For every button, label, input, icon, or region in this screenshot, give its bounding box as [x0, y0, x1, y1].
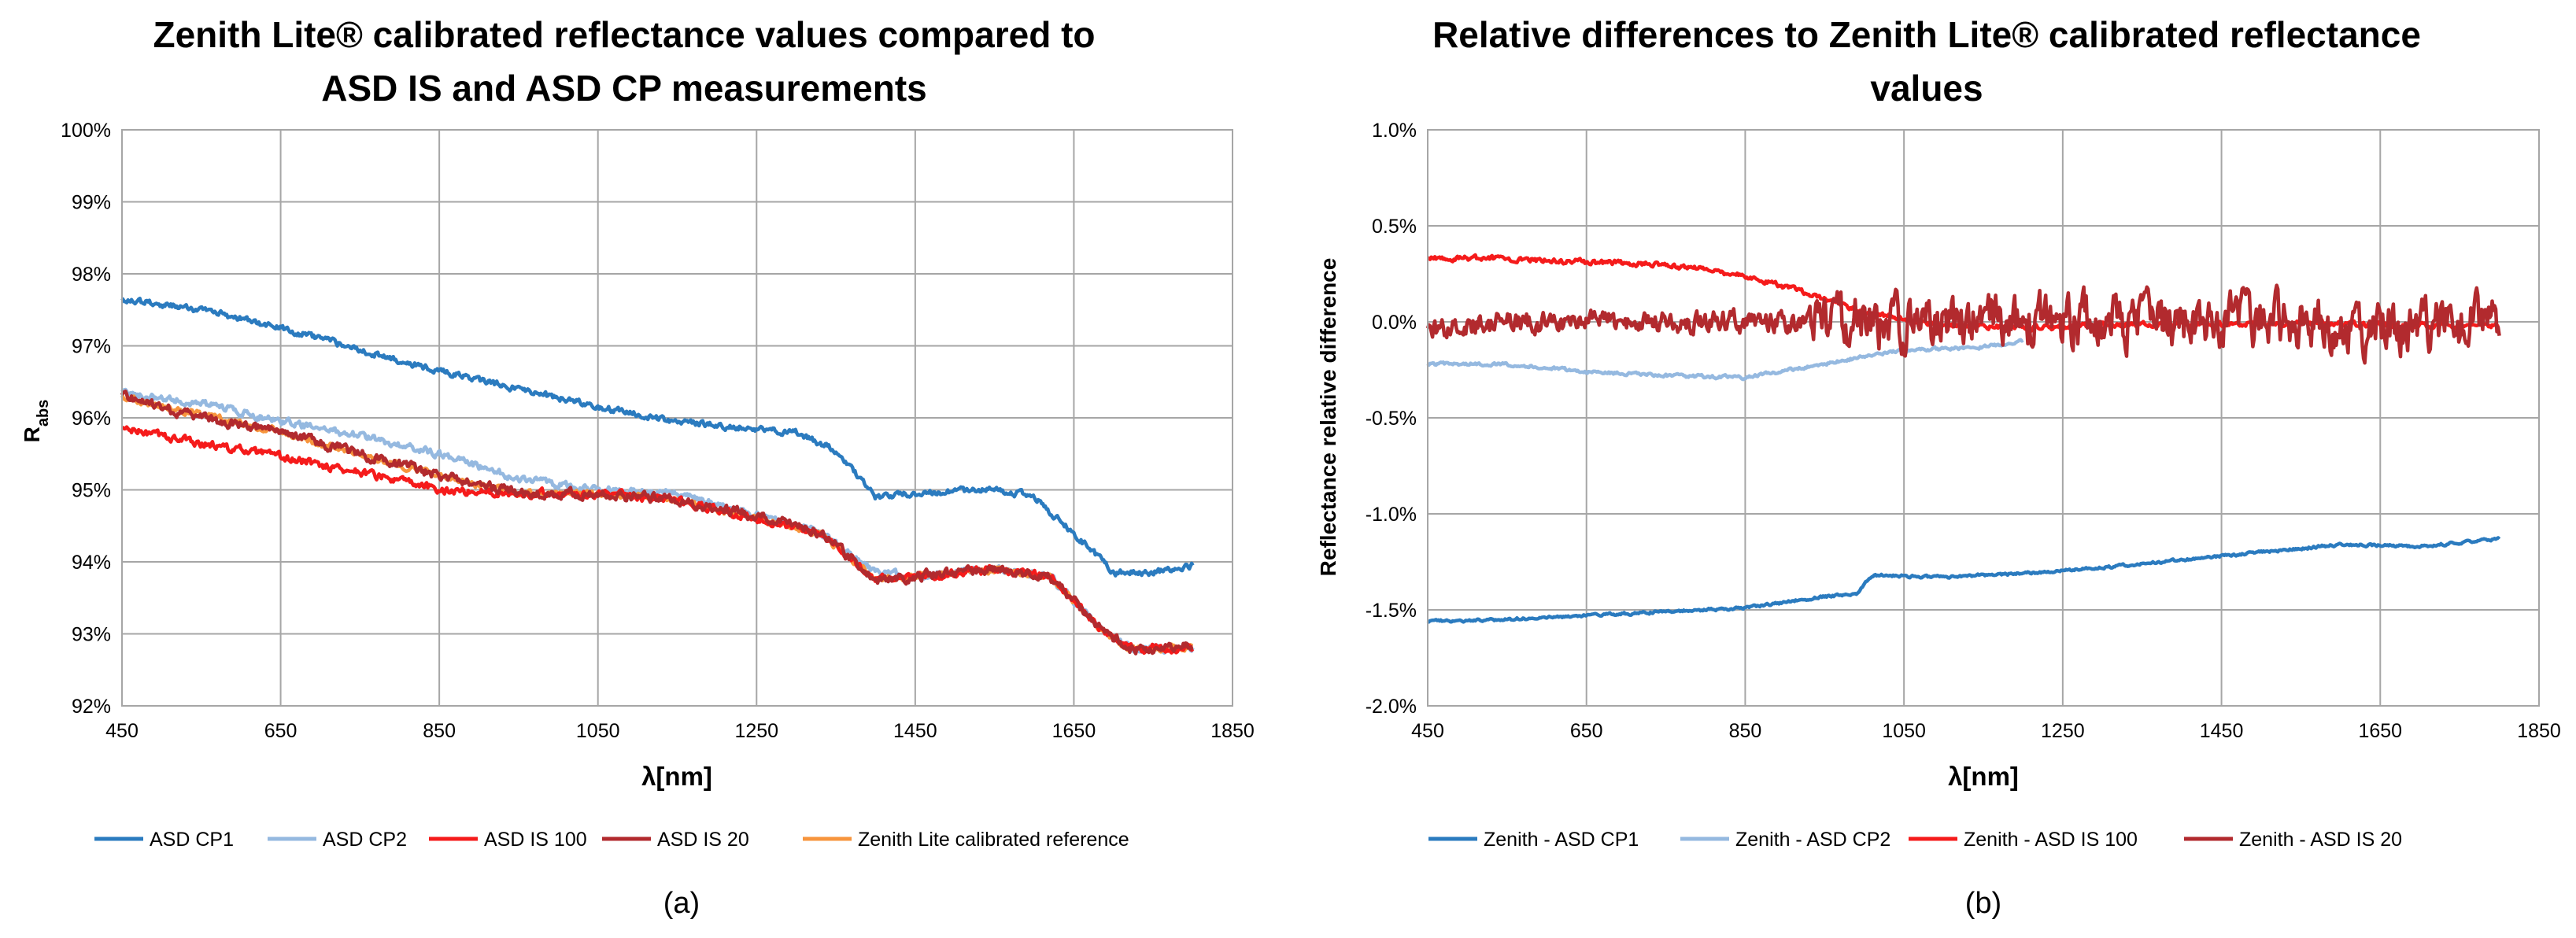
chart-a-series-group — [120, 296, 1195, 655]
chart-a-y-axis-label: Rabs — [20, 400, 52, 443]
chart-a-x-ticks: 450 650 850 1050 1250 1450 1650 1850 — [105, 720, 1255, 742]
chart-a-legend-label: ASD IS 100 — [484, 829, 587, 851]
chart-b-legend-label: Zenith - ASD CP1 — [1484, 829, 1639, 851]
chart-b-gridlines — [1427, 129, 2540, 707]
chart-a-title-line-2: ASD IS and ASD CP measurements — [321, 68, 926, 109]
chart-b-series-line — [1426, 338, 2024, 382]
chart-b-y-axis-label: Reflectance relative difference — [1316, 258, 1340, 577]
chart-a-legend-label: ASD CP2 — [323, 829, 407, 851]
chart-b-x-tick-label: 1650 — [2358, 720, 2402, 742]
chart-a-y-tick-label: 99% — [72, 192, 111, 214]
chart-a-y-axis-label-main: R — [20, 427, 44, 442]
chart-a-legend-label: Zenith Lite calibrated reference — [858, 829, 1129, 851]
chart-a-panel-label: (a) — [663, 887, 700, 920]
chart-b-y-tick-label: -1.5% — [1366, 600, 1417, 622]
chart-b-legend-label: Zenith - ASD IS 100 — [1964, 829, 2138, 851]
chart-a-y-tick-label: 98% — [72, 264, 111, 286]
chart-panel-a: Zenith Lite® calibrated reflectance valu… — [20, 14, 1255, 920]
chart-b-x-tick-label: 850 — [1729, 720, 1762, 742]
chart-b-x-tick-label: 450 — [1411, 720, 1444, 742]
chart-a-y-tick-label: 95% — [72, 480, 111, 502]
chart-panel-b: Relative differences to Zenith Lite® cal… — [1316, 14, 2561, 920]
chart-b-x-axis-label: λ[nm] — [1948, 762, 2019, 791]
chart-b-legend-label: Zenith - ASD CP2 — [1735, 829, 1890, 851]
chart-b-legend: Zenith - ASD CP1 Zenith - ASD CP2 Zenith -… — [1428, 829, 2402, 851]
chart-a-x-tick-label: 1050 — [576, 720, 620, 742]
chart-a-y-ticks: 92% 93% 94% 95% 96% 97% 98% 99% 100% — [61, 120, 111, 718]
chart-a-series-line — [121, 425, 1195, 655]
chart-a-y-tick-label: 100% — [61, 120, 111, 142]
chart-b-y-tick-label: -1.0% — [1366, 504, 1417, 526]
chart-a-legend: ASD CP1 ASD CP2 ASD IS 100 ASD IS 20 Zenith … — [94, 829, 1129, 851]
chart-a-x-tick-label: 1850 — [1210, 720, 1255, 742]
chart-b-series-line — [1425, 283, 2501, 365]
chart-b-y-ticks: -2.0% -1.5% -1.0% -0.5% 0.0% 0.5% 1.0% — [1366, 120, 1417, 718]
chart-b-x-ticks: 450 650 850 1050 1250 1450 1650 1850 — [1411, 720, 2561, 742]
chart-b-y-tick-label: -0.5% — [1366, 408, 1417, 430]
chart-b-y-tick-label: -2.0% — [1366, 696, 1417, 718]
chart-b-title-line-2: values — [1870, 68, 1983, 109]
chart-b-legend-label: Zenith - ASD IS 20 — [2239, 829, 2402, 851]
chart-a-x-tick-label: 1650 — [1052, 720, 1096, 742]
chart-b-y-tick-label: 0.0% — [1372, 312, 1417, 334]
chart-b-x-tick-label: 1850 — [2517, 720, 2561, 742]
chart-b-x-tick-label: 1450 — [2200, 720, 2244, 742]
chart-a-series-line — [120, 296, 1195, 578]
chart-a-y-tick-label: 92% — [72, 696, 111, 718]
chart-b-plot-frame — [1427, 129, 2540, 707]
chart-a-y-tick-label: 94% — [72, 552, 111, 574]
chart-b-panel-label: (b) — [1965, 887, 2001, 920]
chart-a-series-line — [120, 389, 1194, 655]
chart-a-x-tick-label: 1250 — [734, 720, 778, 742]
chart-a-title-line-1: Zenith Lite® calibrated reflectance valu… — [153, 14, 1095, 55]
chart-b-x-tick-label: 1250 — [2041, 720, 2085, 742]
chart-a-y-tick-label: 93% — [72, 624, 111, 646]
chart-a-legend-label: ASD CP1 — [150, 829, 234, 851]
chart-b-x-tick-label: 650 — [1570, 720, 1603, 742]
chart-b-title-line-1: Relative differences to Zenith Lite® cal… — [1432, 14, 2421, 55]
chart-a-gridlines — [121, 129, 1233, 707]
chart-a-x-axis-label: λ[nm] — [641, 762, 712, 791]
chart-a-x-tick-label: 450 — [105, 720, 139, 742]
chart-a-y-axis-label-subscript: abs — [35, 400, 52, 427]
chart-b-series-group — [1425, 253, 2501, 624]
chart-b-x-tick-label: 1050 — [1882, 720, 1926, 742]
chart-b-y-tick-label: 1.0% — [1372, 120, 1417, 142]
chart-a-plot-frame — [121, 129, 1233, 707]
chart-b-series-line — [1426, 536, 2501, 624]
chart-a-y-tick-label: 96% — [72, 408, 111, 430]
chart-b-y-tick-label: 0.5% — [1372, 216, 1417, 238]
chart-a-y-tick-label: 97% — [72, 336, 111, 358]
chart-a-x-tick-label: 650 — [264, 720, 298, 742]
chart-a-x-tick-label: 1450 — [893, 720, 937, 742]
chart-a-legend-label: ASD IS 20 — [657, 829, 749, 851]
chart-a-x-tick-label: 850 — [423, 720, 456, 742]
